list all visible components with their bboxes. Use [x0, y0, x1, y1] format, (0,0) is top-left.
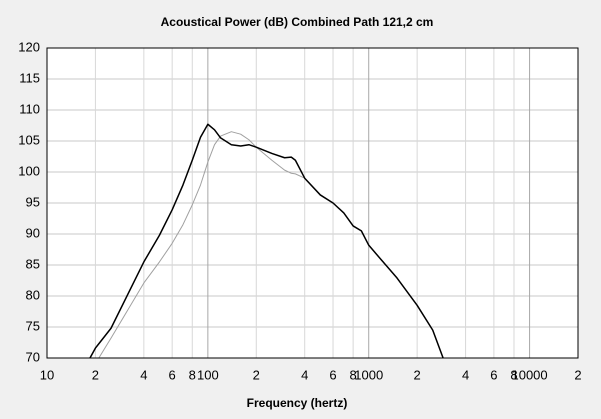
- y-tick-label: 110: [19, 101, 40, 116]
- x-tick-label: 100: [197, 367, 219, 382]
- y-tick-label: 95: [26, 194, 40, 209]
- y-tick-label: 75: [26, 318, 40, 333]
- x-tick-label: 10000: [511, 367, 547, 382]
- x-tick-label: 1000: [354, 367, 383, 382]
- lines: [89, 123, 444, 359]
- x-tick-label: 6: [490, 367, 497, 382]
- y-tick-label: 105: [18, 132, 40, 147]
- x-tick-label: 6: [169, 367, 176, 382]
- x-tick-label: 6: [329, 367, 336, 382]
- plot-frame: [46, 47, 579, 359]
- x-tick-label: 8: [189, 367, 196, 382]
- x-tick-label: 8: [350, 367, 357, 382]
- y-tick-label: 80: [26, 287, 40, 302]
- x-tick-label: 8: [510, 367, 517, 382]
- x-tick-label: 4: [140, 367, 147, 382]
- y-tick-label: 85: [26, 256, 40, 271]
- x-axis-label: Frequency (hertz): [247, 396, 348, 410]
- x-tick-label: 2: [574, 367, 581, 382]
- y-tick-label: 70: [26, 349, 40, 364]
- chart-title: Acoustical Power (dB) Combined Path 121,…: [161, 15, 434, 29]
- y-tick-label: 90: [26, 225, 40, 240]
- x-tick-label: 2: [92, 367, 99, 382]
- x-tick-label: 4: [462, 367, 469, 382]
- x-tick-label: 2: [253, 367, 260, 382]
- line-series: [89, 123, 444, 359]
- x-tick-label: 2: [414, 367, 421, 382]
- y-tick-label: 100: [18, 163, 40, 178]
- x-tick-label: 4: [301, 367, 308, 382]
- y-tick-label: 115: [19, 70, 40, 85]
- x-tick-label: 10: [40, 367, 54, 382]
- y-tick-label: 120: [18, 39, 40, 54]
